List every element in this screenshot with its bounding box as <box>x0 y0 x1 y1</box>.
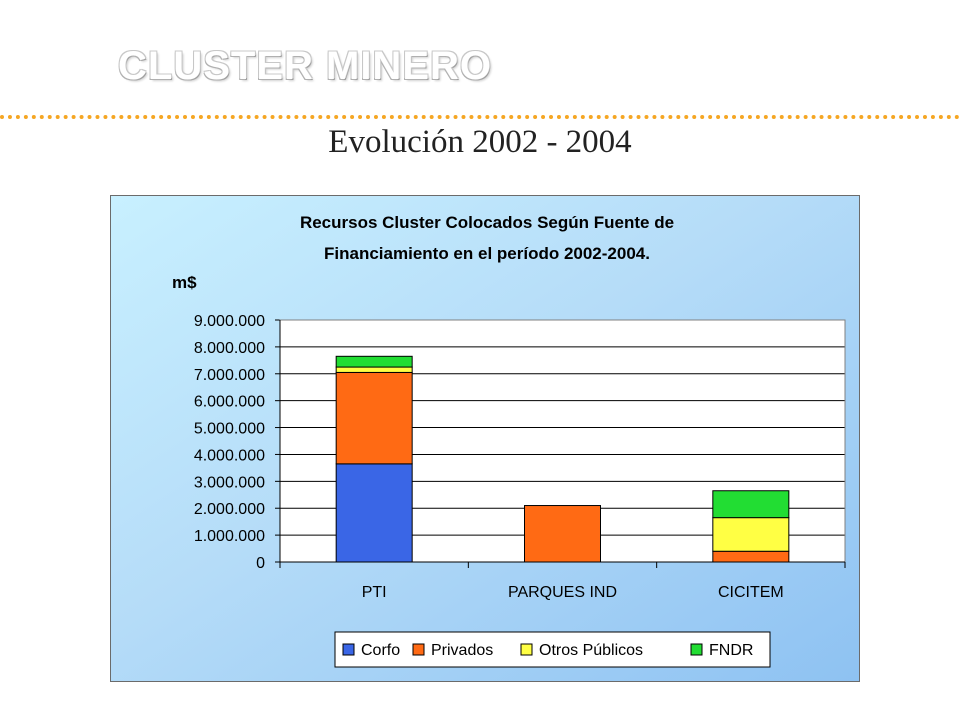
legend-label: Privados <box>431 642 493 659</box>
legend-label: Corfo <box>361 642 400 659</box>
bar-privados-parques-ind <box>524 505 601 563</box>
y-tick-label: 3.000.000 <box>194 474 265 491</box>
chart-title-line2: Financiamiento en el período 2002-2004. <box>324 244 650 263</box>
y-tick-label: 7.000.000 <box>194 367 265 384</box>
y-tick-label: 1.000.000 <box>194 528 265 545</box>
bar-privados-pti <box>335 371 413 465</box>
bar-otros-p-blicos-pti <box>335 366 413 373</box>
bar-fndr-cicitem <box>712 490 790 519</box>
legend-swatch <box>342 643 355 656</box>
legend-swatch <box>520 643 533 656</box>
chart-title-line1: Recursos Cluster Colocados Según Fuente … <box>300 213 674 232</box>
legend-swatch <box>690 643 703 656</box>
y-tick-label: 9.000.000 <box>194 313 265 330</box>
legend-label: FNDR <box>709 642 753 659</box>
y-axis-label: m$ <box>172 273 197 292</box>
y-tick-label: 6.000.000 <box>194 394 265 411</box>
y-tick-label: 8.000.000 <box>194 340 265 357</box>
slide-subtitle: Evolución 2002 - 2004 <box>328 124 632 160</box>
bar-otros-p-blicos-cicitem <box>712 517 790 552</box>
y-tick-label: 0 <box>256 555 265 572</box>
y-tick-label: 4.000.000 <box>194 447 265 464</box>
bar-fndr-pti <box>335 355 413 368</box>
legend-label: Otros Públicos <box>539 642 643 659</box>
bar-privados-cicitem <box>712 550 790 563</box>
x-tick-label: PTI <box>362 584 387 601</box>
y-tick-label: 5.000.000 <box>194 421 265 438</box>
legend-swatch <box>412 643 425 656</box>
y-tick-label: 2.000.000 <box>194 501 265 518</box>
x-tick-label: PARQUES IND <box>508 584 617 601</box>
header-title: CLUSTER MINERO <box>118 44 492 88</box>
x-tick-label: CICITEM <box>718 584 784 601</box>
dotted-divider <box>0 115 960 119</box>
bar-corfo-pti <box>335 463 413 563</box>
